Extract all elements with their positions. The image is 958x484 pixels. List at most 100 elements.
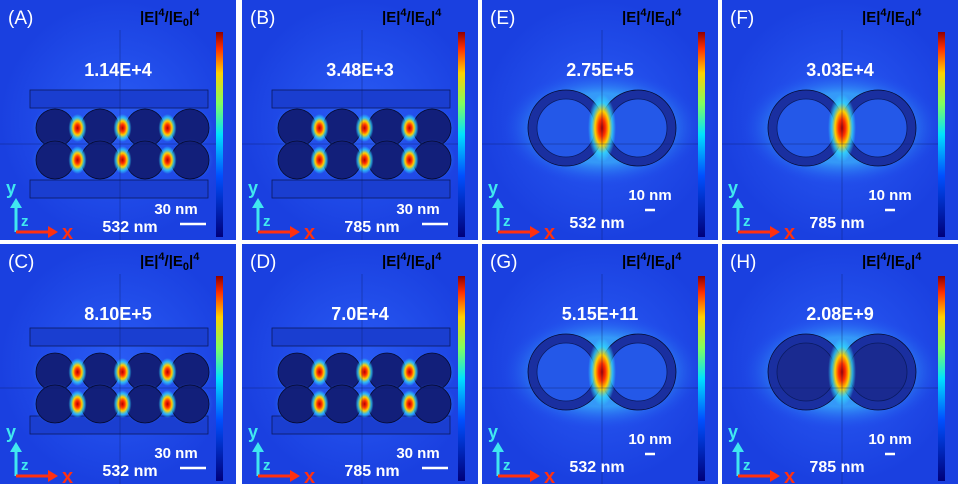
enhancement-value: 2.08E+9 [806, 304, 874, 324]
hotspot [69, 358, 87, 386]
particle [368, 141, 406, 179]
scale-label: 30 nm [154, 445, 197, 462]
hotspot [401, 146, 419, 174]
hotspot [114, 146, 132, 174]
axis-label: z [263, 213, 271, 230]
panel: (B)|E|4/|E0|43.48E+330 nm785 nmyzx [242, 0, 478, 244]
particle [278, 141, 316, 179]
enhancement-value: 8.10E+5 [84, 304, 152, 324]
axis-label: y [488, 178, 498, 198]
panel-label: (B) [250, 8, 275, 29]
axis-label: y [728, 178, 738, 198]
colorbar [458, 32, 465, 237]
axis-label: y [728, 422, 738, 442]
enhancement-value: 2.75E+5 [566, 60, 634, 80]
hotspot [311, 358, 329, 386]
quantity-part: |E| [622, 9, 640, 26]
hotspot [114, 114, 132, 142]
hotspot [114, 358, 132, 386]
quantity-label: |E|4/|E0|4 [622, 251, 682, 273]
quantity-part: 4 [675, 7, 682, 19]
quantity-label: |E|4/|E0|4 [862, 7, 922, 29]
core [777, 99, 835, 157]
quantity-part: 4 [915, 251, 922, 263]
quantity-part: |E| [862, 9, 880, 26]
hotspot [159, 390, 177, 418]
hotspot [356, 114, 374, 142]
core [609, 343, 667, 401]
quantity-part: /|E [887, 253, 905, 270]
quantity-part: |E| [382, 253, 400, 270]
scale-label: 10 nm [868, 431, 911, 448]
axis-label: x [784, 222, 795, 244]
quantity-part: /|E [647, 9, 665, 26]
panel: (F)|E|4/|E0|43.03E+410 nm785 nmyzx [722, 0, 958, 244]
panel-label: (H) [730, 252, 756, 273]
particle [81, 141, 119, 179]
hotspot [401, 358, 419, 386]
quantity-part: /|E [407, 9, 425, 26]
axis-label: x [304, 222, 315, 244]
axis-label: z [263, 457, 271, 474]
axis-label: z [21, 213, 29, 230]
scale-label: 30 nm [396, 445, 439, 462]
wavelength-label: 785 nm [809, 215, 864, 232]
quantity-part: |E| [862, 253, 880, 270]
hotspot [159, 358, 177, 386]
particle [36, 141, 74, 179]
quantity-label: |E|4/|E0|4 [862, 251, 922, 273]
bar [272, 180, 450, 198]
panel-label: (E) [490, 8, 515, 29]
bar [30, 180, 208, 198]
wavelength-label: 785 nm [344, 463, 399, 480]
scale-label: 10 nm [868, 187, 911, 204]
particle [36, 385, 74, 423]
quantity-part: 4 [193, 7, 200, 19]
particle [81, 385, 119, 423]
panel: (A)|E|4/|E0|41.14E+430 nm532 nmyzx [0, 0, 236, 244]
wavelength-label: 532 nm [569, 459, 624, 476]
particle [278, 385, 316, 423]
hotspot [311, 390, 329, 418]
hotspot [356, 358, 374, 386]
enhancement-value: 1.14E+4 [84, 60, 152, 80]
axis-label: y [248, 178, 258, 198]
panel-label: (A) [8, 8, 33, 29]
enhancement-value: 5.15E+11 [562, 304, 639, 324]
axis-label: x [544, 466, 555, 484]
quantity-label: |E|4/|E0|4 [140, 7, 200, 29]
core [849, 343, 907, 401]
axis-label: y [488, 422, 498, 442]
quantity-part: 4 [435, 251, 442, 263]
hotspot [159, 114, 177, 142]
hotspot [159, 146, 177, 174]
particle [126, 141, 164, 179]
colorbar [698, 32, 705, 237]
axis-label: y [248, 422, 258, 442]
axis-label: z [21, 457, 29, 474]
quantity-part: |E| [382, 9, 400, 26]
bar [30, 90, 208, 108]
enhancement-value: 3.48E+3 [326, 60, 394, 80]
colorbar [458, 276, 465, 481]
quantity-part: /|E [165, 253, 183, 270]
panel-label: (F) [730, 8, 754, 29]
scale-label: 30 nm [154, 201, 197, 218]
quantity-part: /|E [407, 253, 425, 270]
core [609, 99, 667, 157]
colorbar [216, 32, 223, 237]
particle [126, 385, 164, 423]
axis-label: z [743, 213, 751, 230]
quantity-part: |E| [140, 253, 158, 270]
hotspot [114, 390, 132, 418]
colorbar [216, 276, 223, 481]
quantity-part: /|E [887, 9, 905, 26]
hotspot [401, 390, 419, 418]
particle [323, 141, 361, 179]
panel: (C)|E|4/|E0|48.10E+530 nm532 nmyzx [0, 244, 236, 484]
colorbar [938, 276, 945, 481]
panel-label: (G) [490, 252, 517, 273]
